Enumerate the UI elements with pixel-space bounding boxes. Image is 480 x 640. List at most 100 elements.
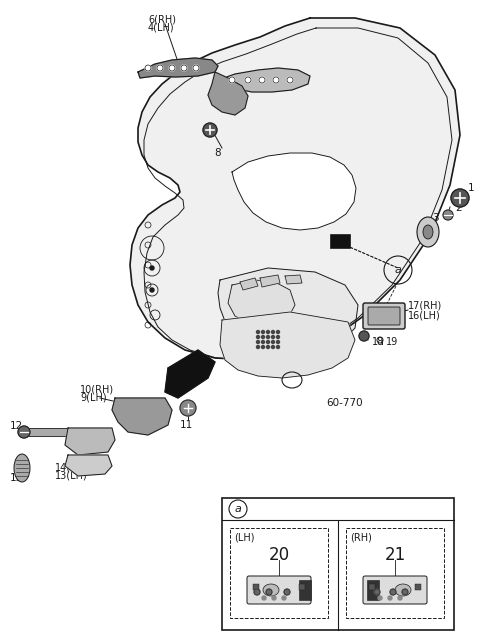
Polygon shape: [285, 275, 302, 284]
Text: 15: 15: [10, 473, 23, 483]
Text: 5(LH): 5(LH): [258, 77, 285, 87]
Polygon shape: [228, 280, 295, 325]
Ellipse shape: [263, 584, 279, 596]
FancyBboxPatch shape: [247, 576, 311, 604]
Text: 13(LH): 13(LH): [55, 471, 88, 481]
Circle shape: [276, 335, 279, 339]
Circle shape: [18, 426, 30, 438]
Circle shape: [287, 77, 293, 83]
Polygon shape: [65, 455, 112, 476]
Polygon shape: [218, 268, 358, 356]
Bar: [299, 580, 311, 600]
Circle shape: [266, 340, 269, 344]
Circle shape: [359, 331, 369, 341]
Text: a: a: [235, 504, 241, 514]
Circle shape: [272, 330, 275, 333]
Bar: [369, 584, 375, 590]
Ellipse shape: [417, 217, 439, 247]
Circle shape: [374, 589, 380, 595]
Polygon shape: [232, 153, 356, 230]
Text: 7(RH): 7(RH): [258, 68, 286, 78]
Circle shape: [181, 65, 187, 71]
Text: 4(LH): 4(LH): [148, 23, 175, 33]
Circle shape: [266, 346, 269, 349]
Text: 16(LH): 16(LH): [408, 310, 441, 320]
Text: 14(RH): 14(RH): [55, 462, 89, 472]
FancyBboxPatch shape: [363, 576, 427, 604]
Circle shape: [284, 589, 290, 595]
Text: 3: 3: [432, 213, 439, 223]
Bar: [253, 584, 259, 590]
Circle shape: [266, 335, 269, 339]
Circle shape: [272, 340, 275, 344]
Circle shape: [273, 77, 279, 83]
Polygon shape: [220, 312, 355, 378]
Ellipse shape: [395, 584, 411, 596]
Circle shape: [402, 589, 408, 595]
Text: 10(RH): 10(RH): [80, 384, 114, 394]
Circle shape: [266, 589, 272, 595]
Bar: [222, 498, 454, 630]
Circle shape: [262, 596, 266, 600]
Circle shape: [272, 346, 275, 349]
Circle shape: [150, 266, 154, 270]
Polygon shape: [165, 350, 215, 398]
Circle shape: [262, 335, 264, 339]
Circle shape: [145, 65, 151, 71]
Circle shape: [272, 596, 276, 600]
Circle shape: [262, 330, 264, 333]
Circle shape: [276, 340, 279, 344]
Circle shape: [276, 346, 279, 349]
Circle shape: [157, 65, 163, 71]
Circle shape: [256, 335, 260, 339]
Bar: [28, 428, 83, 436]
Circle shape: [259, 77, 265, 83]
Circle shape: [254, 589, 260, 595]
Circle shape: [256, 340, 260, 344]
FancyBboxPatch shape: [363, 303, 405, 329]
Polygon shape: [208, 72, 248, 115]
Circle shape: [398, 596, 402, 600]
Text: 20: 20: [268, 546, 289, 564]
Circle shape: [180, 400, 196, 416]
Ellipse shape: [423, 225, 433, 239]
FancyBboxPatch shape: [368, 307, 400, 325]
Polygon shape: [218, 68, 310, 92]
Circle shape: [266, 330, 269, 333]
Circle shape: [378, 596, 382, 600]
Text: a: a: [395, 265, 401, 275]
Circle shape: [256, 330, 260, 333]
Circle shape: [193, 65, 199, 71]
Polygon shape: [138, 58, 218, 78]
Polygon shape: [130, 18, 460, 360]
Circle shape: [282, 596, 286, 600]
Circle shape: [390, 589, 396, 595]
Circle shape: [451, 189, 469, 207]
Polygon shape: [260, 275, 280, 287]
Text: 8: 8: [215, 148, 221, 158]
Text: 19: 19: [386, 337, 398, 347]
Circle shape: [272, 335, 275, 339]
Circle shape: [245, 77, 251, 83]
Circle shape: [262, 340, 264, 344]
Bar: [346, 528, 444, 618]
Bar: [299, 584, 305, 590]
Text: 11: 11: [180, 420, 192, 430]
Polygon shape: [240, 278, 258, 290]
Circle shape: [262, 346, 264, 349]
Circle shape: [229, 77, 235, 83]
Text: 17(RH): 17(RH): [408, 300, 442, 310]
Text: 21: 21: [384, 546, 406, 564]
Text: 12: 12: [10, 421, 23, 431]
Text: (RH): (RH): [350, 532, 372, 542]
Polygon shape: [65, 428, 115, 455]
Circle shape: [169, 65, 175, 71]
Text: (LH): (LH): [234, 532, 254, 542]
Bar: [415, 584, 421, 590]
Circle shape: [276, 330, 279, 333]
Text: 1: 1: [468, 183, 475, 193]
Text: 18: 18: [372, 337, 384, 347]
Polygon shape: [112, 398, 172, 435]
Text: 9(LH): 9(LH): [80, 393, 107, 403]
Bar: [367, 580, 379, 600]
